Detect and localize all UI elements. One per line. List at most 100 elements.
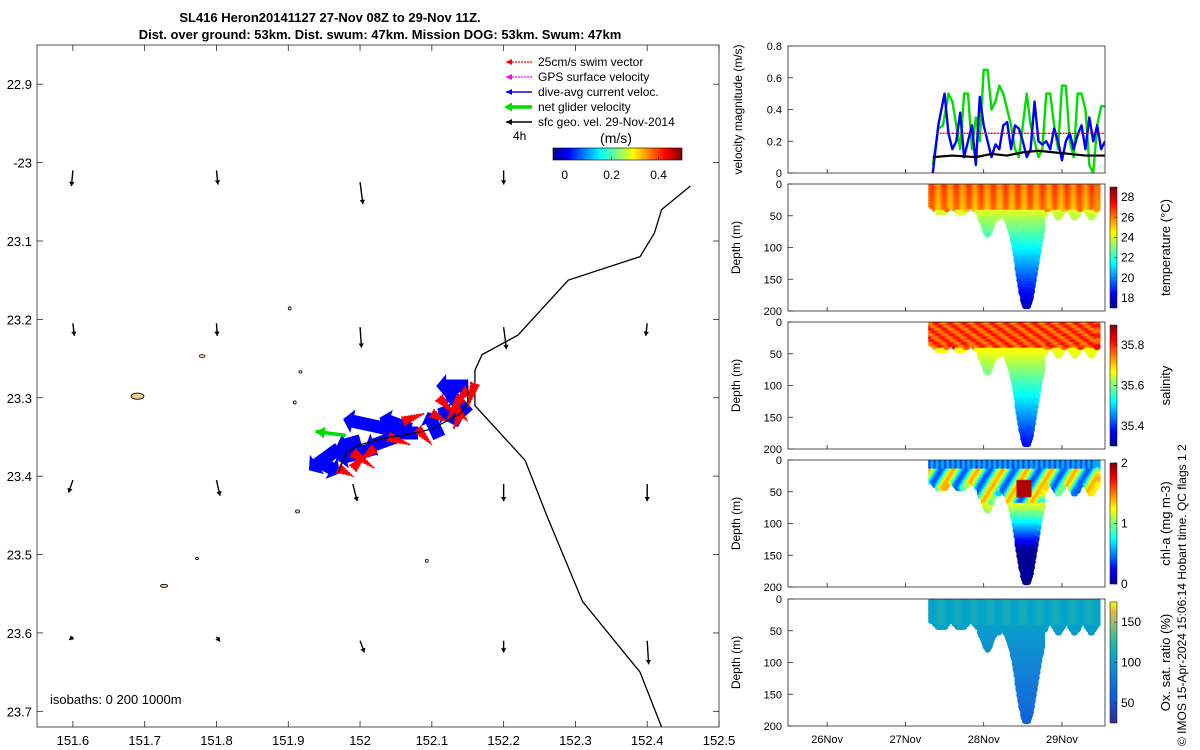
- map-ytick-label: 23.3: [7, 391, 32, 406]
- velocity-ytick-label: 0.8: [767, 41, 782, 53]
- map-ytick-label: 22.9: [7, 77, 32, 92]
- geo-vector-head: [500, 180, 507, 185]
- geo-vector-head: [71, 331, 77, 336]
- swim-vector: [428, 408, 449, 423]
- map-ytick-label: 23.7: [7, 704, 32, 719]
- map-xtick-label: 151.8: [200, 733, 233, 748]
- island: [292, 400, 297, 405]
- legend-arrowhead-swim: [506, 59, 512, 65]
- section-ytick-label: 50: [770, 211, 782, 223]
- island: [160, 583, 169, 588]
- colorbar-interval-label: 4h: [513, 129, 526, 143]
- velocity-ytick-label: 0.4: [767, 105, 782, 117]
- map-xtick-label: 151.9: [272, 733, 305, 748]
- section-sample: [1029, 420, 1036, 428]
- geo-vector-head: [503, 344, 509, 350]
- island: [130, 392, 145, 400]
- swim-vector: [467, 381, 481, 408]
- map-xtick-label: 152.3: [559, 733, 592, 748]
- section-sample: [1032, 265, 1039, 272]
- map-xtick-label: 152: [349, 733, 371, 748]
- map-panel: 151.6 151.7 151.8 151.9 152 152.1 152.2 152.3 15…: [7, 44, 736, 748]
- velocity-ytick-label: 0.6: [767, 73, 782, 85]
- geo-vector-head: [69, 635, 75, 640]
- swim-vector: [400, 412, 425, 427]
- section-colorbar-temperature: [1109, 186, 1118, 309]
- map-legend: 25cm/s swim vector GPS surface velocity …: [504, 55, 683, 182]
- geo-vector-head: [216, 491, 222, 496]
- section-sample: [1036, 242, 1043, 250]
- geo-vector-head: [69, 181, 75, 187]
- section-dots-salinity: [928, 322, 1101, 448]
- section-colorbar-label-temperature: temperature (°C): [1158, 199, 1173, 296]
- section-ylabel: Depth (m): [729, 221, 743, 274]
- section-sample: [1031, 409, 1038, 416]
- section-sample: [1028, 288, 1035, 295]
- legend-label-dive: dive-avg current veloc.: [538, 85, 659, 99]
- section-sample: [1034, 392, 1041, 399]
- colorbar-tick-label: 24: [1121, 230, 1135, 244]
- section-ytick-label: 0: [776, 179, 782, 191]
- net-glider-velocity-arrow: [315, 426, 346, 439]
- map-xtick-label: 152.5: [703, 733, 736, 748]
- geo-vector-head: [214, 331, 220, 336]
- dive-vector-head: [436, 374, 447, 398]
- surface-geostrophic-vectors: [67, 170, 652, 665]
- island: [298, 370, 303, 374]
- legend-label-net: net glider velocity: [538, 100, 631, 114]
- geo-vector-head: [645, 659, 652, 665]
- colorbar-tick-label: 0: [561, 168, 568, 182]
- colorbar-tick-label: 20: [1121, 271, 1135, 285]
- section-sample: [1038, 228, 1046, 235]
- legend-arrowhead-dive: [506, 89, 512, 95]
- island: [198, 354, 206, 359]
- legend-label-geo: sfc geo. vel. 29-Nov-2014: [538, 115, 675, 129]
- geo-vector-head: [214, 180, 221, 185]
- isobath-line: [474, 185, 691, 727]
- swim-vectors: [335, 381, 481, 478]
- geo-vector-head: [360, 647, 366, 653]
- colorbar-tick-label: 22: [1121, 251, 1135, 265]
- geo-vector-head: [500, 648, 507, 653]
- glider-track: [337, 386, 469, 473]
- dive-vector-head: [336, 433, 349, 457]
- net-velocity-head: [315, 426, 326, 439]
- island: [195, 556, 199, 561]
- section-sample: [1031, 271, 1038, 278]
- map-ytick-label: 23.4: [7, 469, 32, 484]
- title-line2: Dist. over ground: 53km. Dist. swum: 47k…: [139, 27, 622, 42]
- section-sample: [1029, 282, 1036, 290]
- map-xtick-label: 152.4: [631, 733, 664, 748]
- legend-arrowhead-gps: [506, 74, 512, 80]
- section-sample: [1036, 380, 1043, 388]
- section-sample: [1028, 426, 1035, 433]
- velocity-series-line: [931, 92, 1105, 173]
- map-ytick-label: 23.6: [7, 626, 32, 641]
- velocity-series-line: [932, 149, 1105, 159]
- section-ytick-label: 100: [764, 243, 782, 255]
- dive-vector-head: [444, 389, 463, 406]
- speed-colorbar-ticks: 0 0.2 0.4: [561, 157, 667, 182]
- map-xtick-label: 151.6: [57, 733, 90, 748]
- island: [295, 509, 301, 514]
- map-ytick-label: 23.5: [7, 548, 32, 563]
- section-sample: [1030, 277, 1037, 284]
- section-sample: [1094, 205, 1101, 212]
- map-xtick-label: 152.1: [416, 733, 449, 748]
- section-ytick-label: 200: [764, 306, 782, 318]
- island: [287, 306, 292, 311]
- map-frame: [36, 44, 720, 728]
- isobaths-note: isobaths: 0 200 1000m: [50, 692, 182, 707]
- map-ytick-label: 23.2: [7, 312, 32, 327]
- section-sample: [1038, 366, 1046, 373]
- colorbar-unit-label: (m/s): [600, 130, 632, 146]
- section-sample: [1037, 234, 1045, 241]
- legend-arrowhead-net: [504, 102, 512, 112]
- geo-vector-head: [644, 497, 650, 502]
- section-sample: [1037, 372, 1045, 379]
- geo-vector-head: [500, 497, 507, 502]
- section-sample: [1035, 248, 1042, 255]
- geo-vector-head: [353, 496, 359, 502]
